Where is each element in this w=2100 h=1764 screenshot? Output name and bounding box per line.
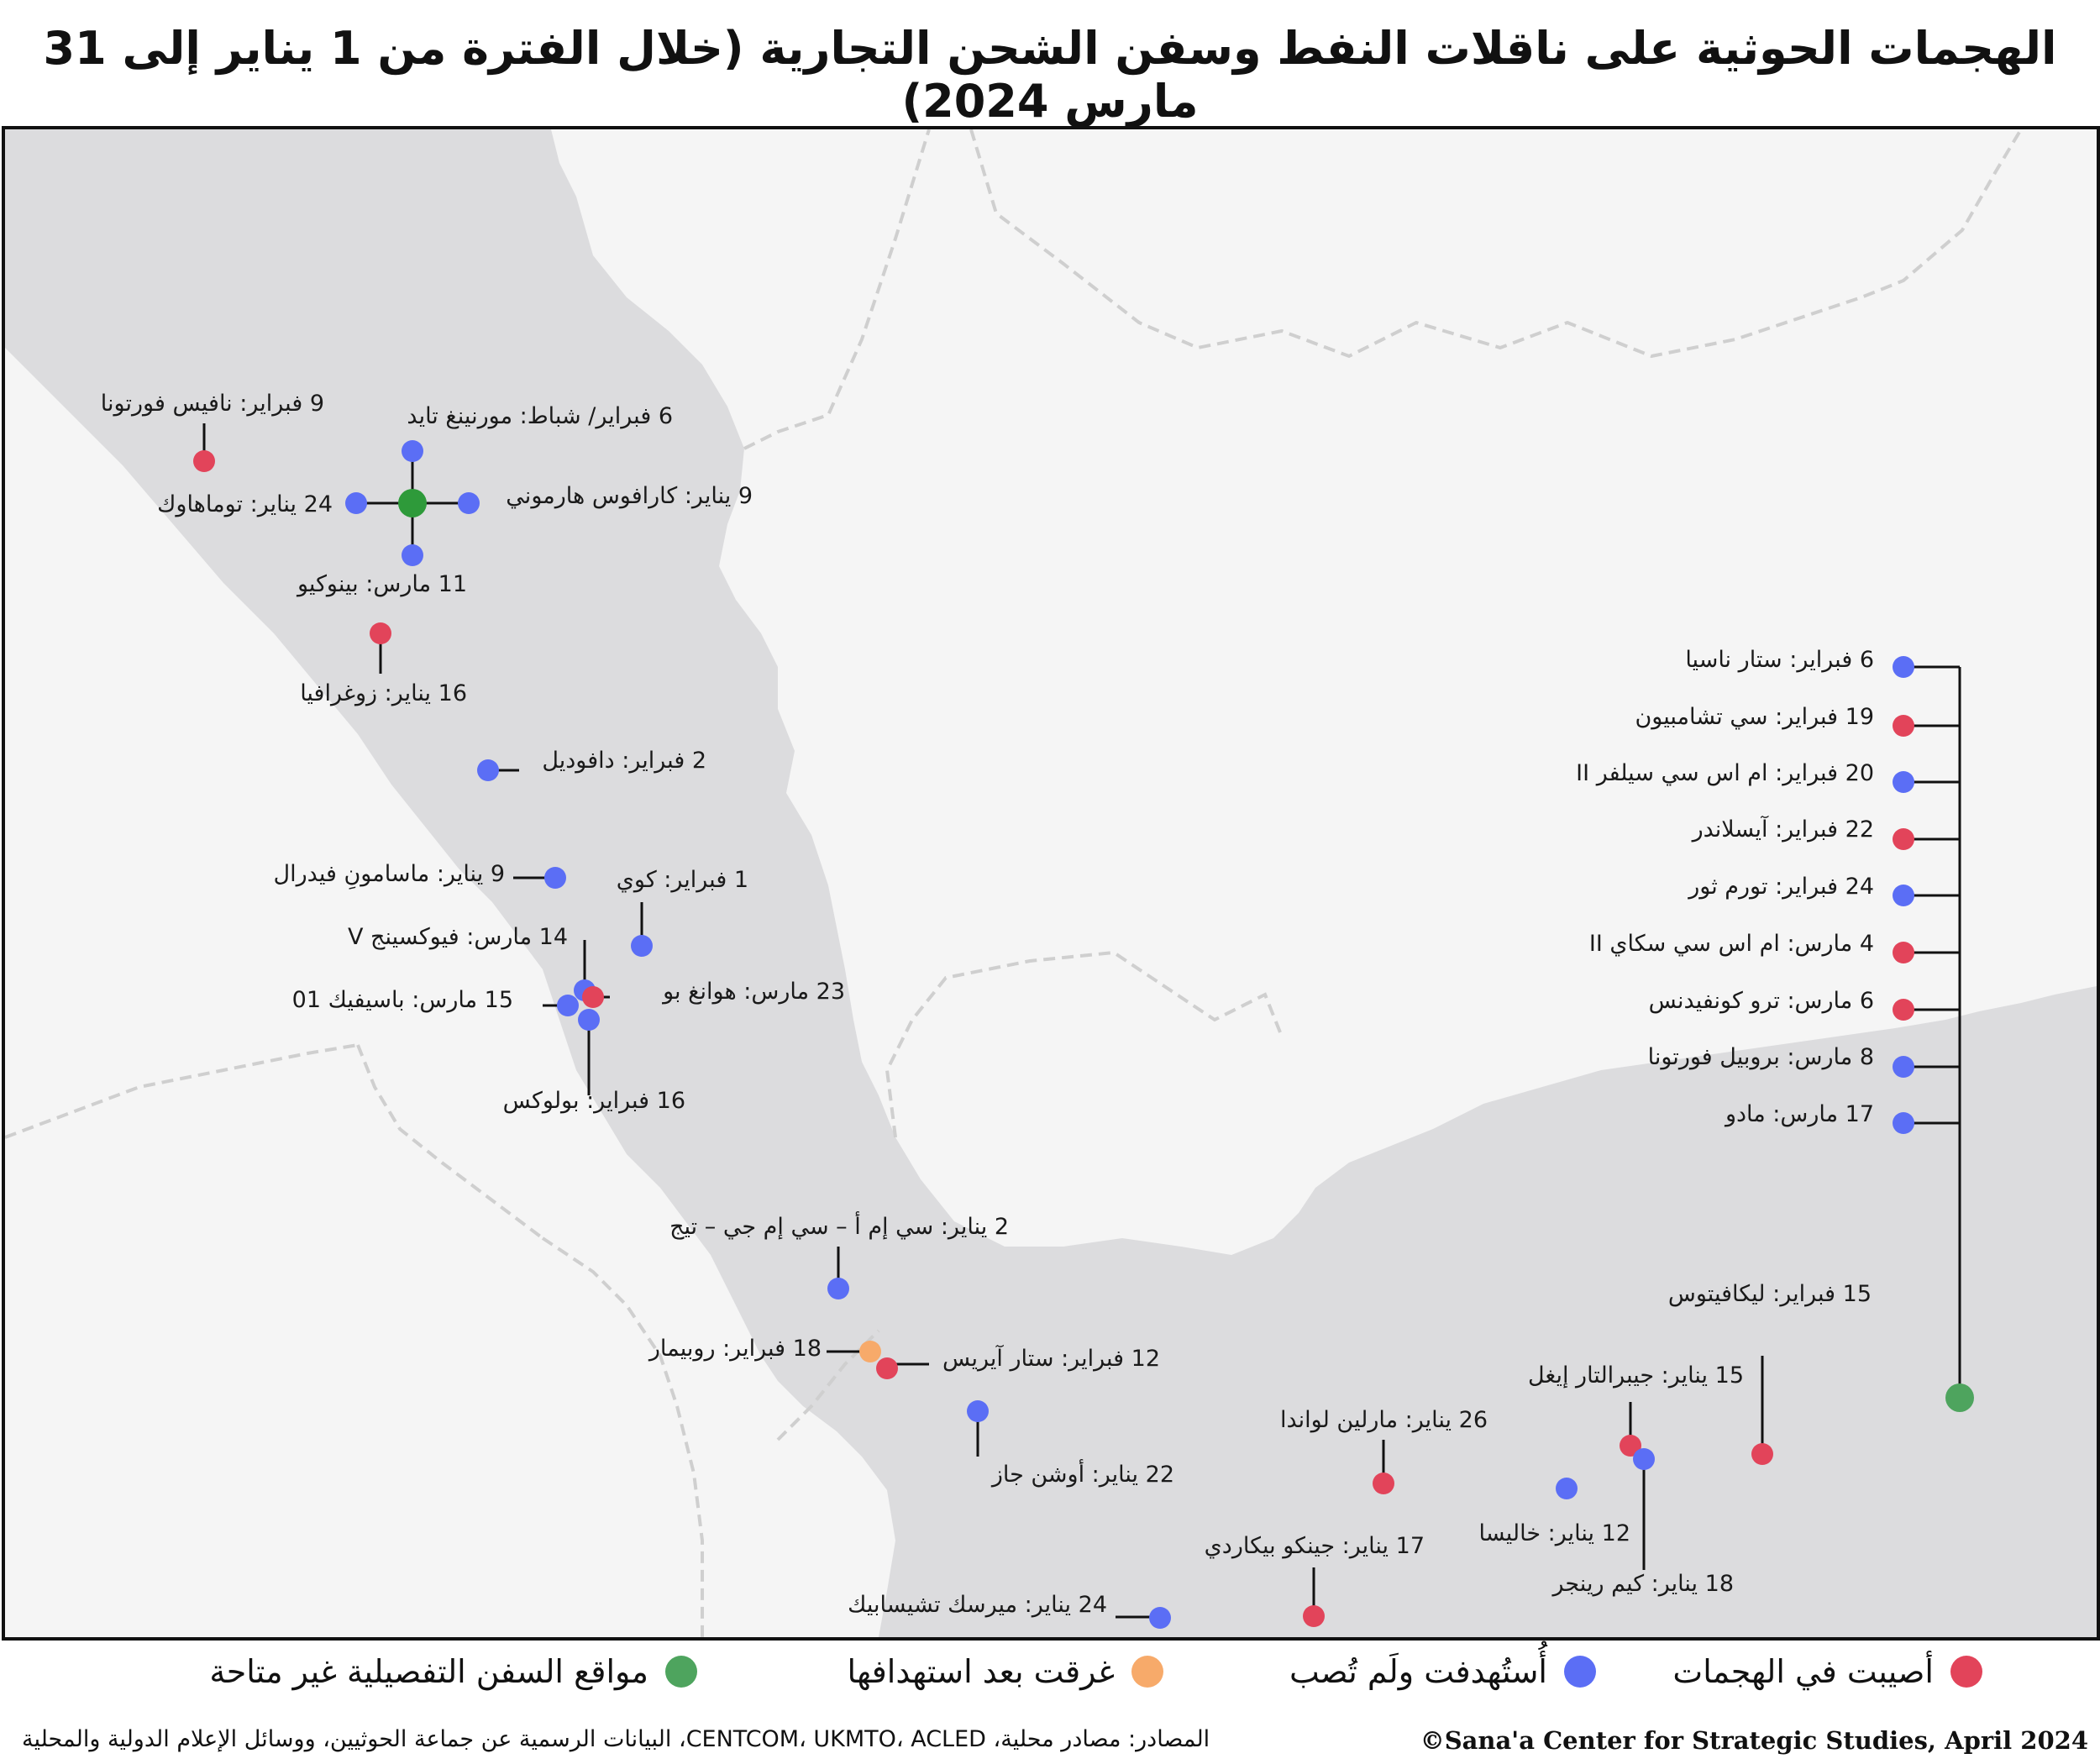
marker-propel-fortuna[interactable] xyxy=(1893,1056,1914,1078)
legend-hit: أصيبت في الهجمات xyxy=(1672,1646,1982,1697)
label-morning-tide: 6 فبراير/ شباط: مورنينغ تايد xyxy=(407,403,673,429)
label-sea-champion: 19 فبراير: سي تشامبيون xyxy=(1635,704,1874,730)
marker-rubymar[interactable] xyxy=(859,1341,881,1362)
marker-lycavitos[interactable] xyxy=(1751,1443,1773,1465)
sinai-gulf xyxy=(475,281,610,449)
marker-ocean-jazz[interactable] xyxy=(967,1400,989,1422)
marker-genco[interactable] xyxy=(1303,1605,1325,1627)
marker-torm-thor[interactable] xyxy=(1893,885,1914,906)
marker-msc-sky[interactable] xyxy=(1893,942,1914,963)
marker-tomahawk[interactable] xyxy=(345,492,367,514)
marker-daffodil[interactable] xyxy=(477,759,499,781)
legend-hit-label: أصيبت في الهجمات xyxy=(1672,1653,1934,1690)
marker-cluster-center[interactable] xyxy=(398,489,427,517)
legend-unknown-label: مواقع السفن التفصيلية غير متاحة xyxy=(209,1653,648,1690)
label-propel-fortuna: 8 مارس: بروبيل فورتونا xyxy=(1648,1044,1874,1070)
marker-unknown-locations[interactable] xyxy=(1945,1383,1974,1412)
label-daffodil: 2 فبراير: دافوديل xyxy=(542,748,706,774)
label-lycavitos: 15 فبراير: ليكافيتوس xyxy=(1668,1281,1872,1307)
marker-true-confidence[interactable] xyxy=(1893,999,1914,1021)
label-khalissa: 12 يناير: خاليسا xyxy=(1478,1520,1630,1546)
legend-unknown: مواقع السفن التفصيلية غير متاحة xyxy=(209,1646,697,1697)
label-star-iris: 12 فبراير: ستار آيريس xyxy=(942,1345,1160,1372)
label-caravos: 9 يناير: كارافوس هارموني xyxy=(506,483,753,509)
label-ocean-jazz: 22 يناير: أوشن جاز xyxy=(990,1458,1174,1488)
marker-cma-cgm[interactable] xyxy=(827,1278,849,1299)
label-pacific: 15 مارس: باسيفيك 01 xyxy=(292,987,513,1013)
label-maersk: 24 يناير: ميرسك تشيسابيك xyxy=(848,1592,1107,1618)
marker-kim-ranger[interactable] xyxy=(1633,1448,1655,1470)
marker-star-nasia[interactable] xyxy=(1893,656,1914,678)
footer-sources: المصادر: مصادر محلية، CENTCOM، UKMTO، AC… xyxy=(22,1726,1210,1752)
legend-sunk-label: غرقت بعد استهدافها xyxy=(847,1653,1115,1690)
marker-mado[interactable] xyxy=(1893,1112,1914,1134)
marker-sea-champion[interactable] xyxy=(1893,715,1914,737)
legend: أصيبت في الهجمات أُستُهدفت ولَم تُصب غرق… xyxy=(0,1646,2100,1705)
label-marlin: 26 يناير: مارلين لواندا xyxy=(1280,1407,1488,1433)
label-mado: 17 مارس: مادو xyxy=(1724,1101,1874,1127)
legend-unknown-dot xyxy=(665,1656,697,1688)
footer-credit: ©Sana'a Center for Strategic Studies, Ap… xyxy=(1420,1726,2088,1755)
legend-sunk: غرقت بعد استهدافها xyxy=(848,1646,1163,1697)
marker-star-iris[interactable] xyxy=(876,1357,898,1379)
marker-benokyo[interactable] xyxy=(402,544,423,566)
marker-gibraltar[interactable] xyxy=(1620,1435,1641,1457)
label-msc-silver: 20 فبراير: ام اس سي سيلفر II xyxy=(1576,760,1874,786)
label-fiyoxing: 14 مارس: فيوكسينج V xyxy=(348,924,568,950)
ship-markers xyxy=(193,440,1974,1629)
label-gibraltar: 15 يناير: جيبرالتار إيغل xyxy=(1528,1362,1744,1389)
label-koi: 1 فبراير: كوي xyxy=(617,867,748,893)
label-true-confidence: 6 مارس: ترو كونفيدنس xyxy=(1649,988,1874,1014)
label-cma-cgm: 2 يناير: سي إم أ – سي إم جي – تيج xyxy=(669,1210,1009,1240)
label-tomahawk: 24 يناير: توماهاوك xyxy=(157,491,333,517)
marker-huang-po[interactable] xyxy=(582,986,604,1008)
marker-caravos[interactable] xyxy=(458,492,480,514)
label-rubymar: 18 فبراير: روبيمار xyxy=(648,1336,822,1362)
legend-targeted-label: أُستُهدفت ولَم تُصب xyxy=(1289,1653,1547,1690)
label-huang-po: 23 مارس: هوانغ بو xyxy=(661,979,845,1005)
label-bolux: 16 فبراير: بولوكس xyxy=(503,1088,685,1114)
marker-msc-silver[interactable] xyxy=(1893,771,1914,793)
label-nafis-fortuna: 9 فبراير: نافيس فورتونا xyxy=(101,391,324,417)
map-frame: 9 فبراير: نافيس فورتونا 6 فبراير/ شباط: … xyxy=(2,126,2100,1641)
label-islander: 22 فبراير: آيسلاندر xyxy=(1691,816,1874,843)
marker-marlin[interactable] xyxy=(1373,1473,1394,1494)
marker-koi[interactable] xyxy=(631,935,653,957)
marker-zografia[interactable] xyxy=(370,622,391,644)
label-msc-sky: 4 مارس: ام اس سي سكاي II xyxy=(1589,931,1874,957)
ship-labels: 9 فبراير: نافيس فورتونا 6 فبراير/ شباط: … xyxy=(101,391,1874,1618)
marker-pacific[interactable] xyxy=(557,995,579,1016)
marker-islander[interactable] xyxy=(1893,828,1914,850)
label-mamason: 9 يناير: ماسامونِ فيدرال xyxy=(274,861,506,890)
marker-khalissa[interactable] xyxy=(1556,1478,1578,1499)
marker-maersk[interactable] xyxy=(1149,1607,1171,1629)
label-zografia: 16 يناير: زوغرافيا xyxy=(300,680,467,706)
legend-hit-dot xyxy=(1950,1656,1982,1688)
label-star-nasia: 6 فبراير: ستار ناسيا xyxy=(1685,647,1874,673)
red-sea-water xyxy=(5,129,2097,1637)
marker-bolux[interactable] xyxy=(578,1009,600,1031)
legend-targeted: أُستُهدفت ولَم تُصب xyxy=(1289,1646,1596,1697)
country-borders xyxy=(5,129,2023,1637)
legend-targeted-dot xyxy=(1564,1656,1596,1688)
label-torm-thor: 24 فبراير: تورم ثور xyxy=(1687,874,1874,900)
map-title: الهجمات الحوثية على ناقلات النفط وسفن ال… xyxy=(43,22,2057,128)
label-kim-ranger: 18 يناير: كيم رينجر xyxy=(1551,1571,1734,1597)
legend-sunk-dot xyxy=(1131,1656,1163,1688)
map-canvas: 9 فبراير: نافيس فورتونا 6 فبراير/ شباط: … xyxy=(5,129,2097,1637)
marker-mamason[interactable] xyxy=(544,867,566,889)
marker-nafis-fortuna[interactable] xyxy=(193,450,215,472)
marker-morning-tide[interactable] xyxy=(402,440,423,462)
label-genco: 17 يناير: جينكو بيكاردي xyxy=(1205,1533,1425,1559)
label-benokyo: 11 مارس: بينوكيو xyxy=(296,571,467,597)
